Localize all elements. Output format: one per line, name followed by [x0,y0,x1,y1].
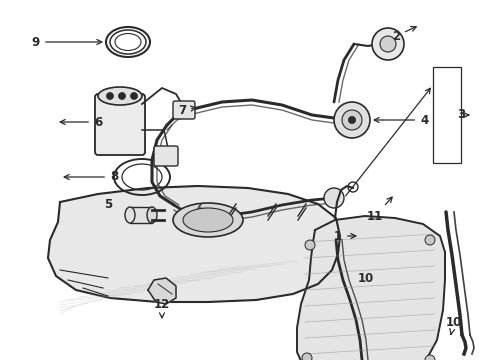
Polygon shape [296,216,444,360]
Text: 11: 11 [366,197,391,222]
Circle shape [106,93,113,99]
Circle shape [424,235,434,245]
Polygon shape [48,186,339,302]
Text: 10: 10 [357,271,373,284]
Circle shape [424,355,434,360]
Text: 4: 4 [373,113,427,126]
Text: 12: 12 [154,297,170,318]
Circle shape [379,36,395,52]
Text: 6: 6 [60,116,102,129]
Ellipse shape [147,207,157,223]
Circle shape [333,102,369,138]
Ellipse shape [183,208,232,232]
Text: 9: 9 [32,36,102,49]
Text: 2: 2 [391,27,415,42]
Circle shape [341,110,361,130]
FancyBboxPatch shape [154,146,178,166]
Bar [130,207,152,223]
Text: 8: 8 [64,171,118,184]
Circle shape [371,28,403,60]
Circle shape [130,93,137,99]
Circle shape [305,240,314,250]
Circle shape [302,353,311,360]
Ellipse shape [173,203,243,237]
Circle shape [118,93,125,99]
Circle shape [347,116,355,124]
Text: 7: 7 [178,104,196,117]
Ellipse shape [98,87,142,105]
FancyBboxPatch shape [173,101,195,119]
FancyBboxPatch shape [95,94,145,155]
Ellipse shape [125,207,135,223]
Text: 5: 5 [103,198,112,211]
Circle shape [324,188,343,208]
Bar [432,67,460,163]
Text: 3: 3 [456,108,468,122]
Polygon shape [148,278,176,304]
Text: 10: 10 [445,315,461,334]
Text: 1: 1 [333,230,355,243]
